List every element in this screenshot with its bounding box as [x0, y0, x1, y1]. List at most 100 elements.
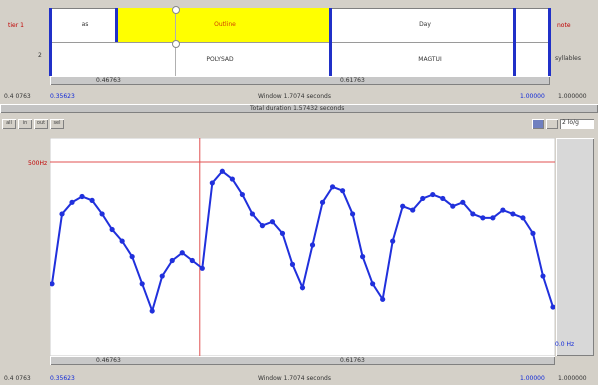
window-duration: Window 1.7074 seconds [258, 93, 331, 100]
window-duration: Window 1.7074 seconds [258, 375, 331, 382]
duration-bar[interactable] [50, 76, 550, 85]
pitch-point [510, 211, 516, 217]
duration-left: 0.46763 [96, 77, 121, 84]
group-checkbox[interactable] [532, 119, 544, 129]
pitch-point [99, 211, 105, 217]
plot-frame [50, 138, 555, 356]
pitch-canvas[interactable] [50, 138, 555, 356]
boundary[interactable] [49, 8, 52, 76]
tier1-label: tier 1 [8, 22, 24, 29]
pitch-point [239, 191, 245, 198]
pitch-point [470, 211, 476, 217]
pitch-point [390, 238, 396, 244]
pitch-point [490, 215, 496, 221]
zoom-out-button[interactable]: out [34, 119, 48, 129]
pitch-point [229, 176, 235, 182]
segment-text: POLYSAD [206, 56, 234, 63]
pitch-point [299, 285, 306, 291]
tier-panel: tier 1 2 note syllables as Outline Day P… [0, 0, 598, 106]
top-status-bar: 0.4 0763 0.35623 Window 1.7074 seconds 1… [0, 92, 598, 102]
left-blue-time[interactable]: 0.35623 [50, 375, 75, 382]
pitch-point [79, 193, 85, 200]
zoom-in-button[interactable]: in [18, 119, 32, 129]
pitch-point [149, 308, 155, 314]
pitch-point [480, 215, 486, 221]
pitch-duration-left: 0.46763 [96, 357, 121, 364]
zoom-field[interactable]: 2 lo/g [560, 119, 594, 129]
cursor-value: 500Hz [28, 160, 48, 167]
pitch-point [309, 242, 316, 248]
pitch-point [460, 199, 466, 205]
pitch-point [289, 261, 296, 267]
pitch-point [279, 230, 286, 236]
pitch-point [219, 168, 225, 174]
segment-text: Day [419, 21, 431, 28]
pitch-point [530, 230, 536, 236]
lock-toggle[interactable] [546, 119, 558, 129]
pitch-point [129, 254, 135, 260]
right-time: 1.000000 [558, 375, 587, 382]
boundary[interactable] [513, 8, 516, 76]
pitch-point [199, 265, 205, 271]
pitch-point [109, 226, 115, 233]
pitch-point [89, 197, 95, 203]
pitch-point [370, 281, 376, 287]
tier2-right-label: syllables [555, 55, 581, 62]
pitch-point [420, 195, 426, 202]
pitch-point [269, 219, 276, 225]
pitch-point [540, 273, 546, 279]
pitch-point [450, 203, 456, 209]
boundary[interactable] [548, 8, 551, 76]
cursor-marker [172, 40, 180, 48]
pitch-duration-right: 0.61763 [340, 357, 365, 364]
pitch-point [500, 207, 506, 213]
zoom-toolbar: all in out sel 2 lo/g [0, 116, 598, 132]
pitch-point [380, 296, 386, 302]
pitch-point [259, 223, 266, 229]
pitch-point [179, 250, 185, 256]
pitch-point [400, 203, 406, 209]
total-duration-bar[interactable]: Total duration 1.57432 seconds [0, 104, 598, 113]
pitch-point [329, 184, 336, 190]
pitch-point [319, 199, 326, 205]
right-time: 1.000000 [558, 93, 587, 100]
bottom-status-bar: 0.4 0763 0.35623 Window 1.7074 seconds 1… [0, 374, 598, 384]
pitch-point [159, 273, 165, 279]
pitch-point [139, 281, 145, 287]
pitch-point [249, 211, 255, 217]
pitch-point [189, 257, 195, 264]
tier-divider [50, 42, 550, 43]
bottom-right-value: 0.0 Hz [555, 341, 575, 348]
tier2-label: 2 [38, 52, 42, 59]
boundary[interactable] [329, 8, 332, 76]
left-blue-time[interactable]: 0.35623 [50, 93, 75, 100]
segment-text: as [81, 21, 89, 28]
pitch-point [50, 281, 55, 287]
vertical-scrollbar[interactable] [556, 138, 594, 356]
pitch-point [339, 188, 346, 194]
duration-right: 0.61763 [340, 77, 365, 84]
zoom-selection-button[interactable]: sel [50, 119, 64, 129]
zoom-all-button[interactable]: all [2, 119, 16, 129]
segment-text: Outline [214, 21, 236, 28]
pitch-point [440, 195, 446, 202]
pitch-point [69, 199, 75, 205]
pitch-plot[interactable] [50, 138, 555, 356]
pitch-point [430, 191, 436, 198]
pitch-point [59, 211, 65, 217]
segment-text: MAGTUI [418, 56, 442, 63]
right-blue-time[interactable]: 1.00000 [520, 375, 545, 382]
pitch-point [119, 238, 125, 244]
selected-interval[interactable] [117, 8, 329, 42]
boundary[interactable] [115, 8, 118, 42]
cursor-marker [172, 6, 180, 14]
pitch-point [209, 180, 215, 186]
left-time: 0.4 0763 [4, 93, 31, 100]
right-blue-time[interactable]: 1.00000 [520, 93, 545, 100]
pitch-point [550, 304, 555, 310]
pitch-point [360, 254, 366, 260]
pitch-point [169, 257, 175, 264]
left-time: 0.4 0763 [4, 375, 31, 382]
pitch-duration-bar[interactable] [50, 356, 555, 365]
total-duration: Total duration 1.57432 seconds [250, 105, 345, 112]
